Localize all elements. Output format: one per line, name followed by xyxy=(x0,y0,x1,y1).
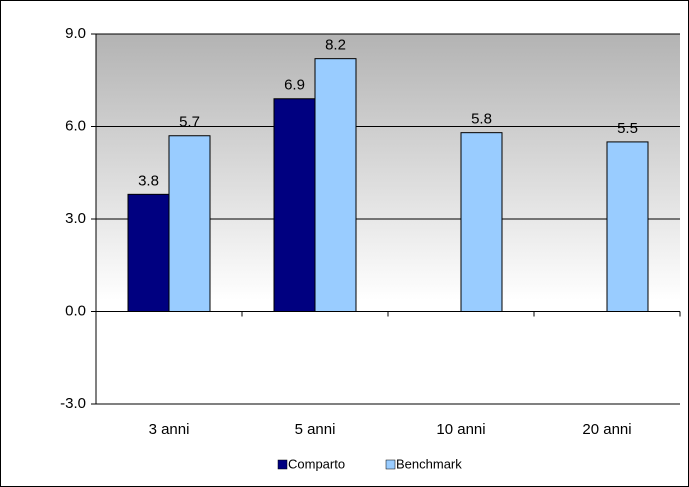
value-label: 8.2 xyxy=(325,37,346,54)
legend-label: Benchmark xyxy=(396,456,462,471)
y-tick-label: 0.0 xyxy=(65,302,86,319)
value-label: 3.8 xyxy=(138,172,159,189)
value-label: 5.7 xyxy=(179,114,200,131)
y-tick-label: -3.0 xyxy=(60,395,86,412)
legend-label: Comparto xyxy=(288,456,345,471)
value-label: 5.8 xyxy=(471,111,492,128)
x-tick-label: 20 anni xyxy=(582,421,631,438)
x-tick-label: 10 anni xyxy=(436,421,485,438)
y-tick-label: 6.0 xyxy=(65,117,86,134)
legend-swatch xyxy=(277,459,288,470)
value-label: 5.5 xyxy=(617,120,638,137)
value-label: 6.9 xyxy=(284,77,305,94)
bar xyxy=(127,193,170,312)
x-tick-label: 5 anni xyxy=(295,421,336,438)
bar xyxy=(168,135,211,312)
y-tick-label: 9.0 xyxy=(65,25,86,42)
bar xyxy=(606,141,649,312)
y-tick-label: 3.0 xyxy=(65,210,86,227)
x-tick-label: 3 anni xyxy=(149,421,190,438)
bar xyxy=(273,98,316,312)
bar xyxy=(460,132,503,312)
bar xyxy=(314,58,357,312)
legend-swatch xyxy=(385,459,396,470)
